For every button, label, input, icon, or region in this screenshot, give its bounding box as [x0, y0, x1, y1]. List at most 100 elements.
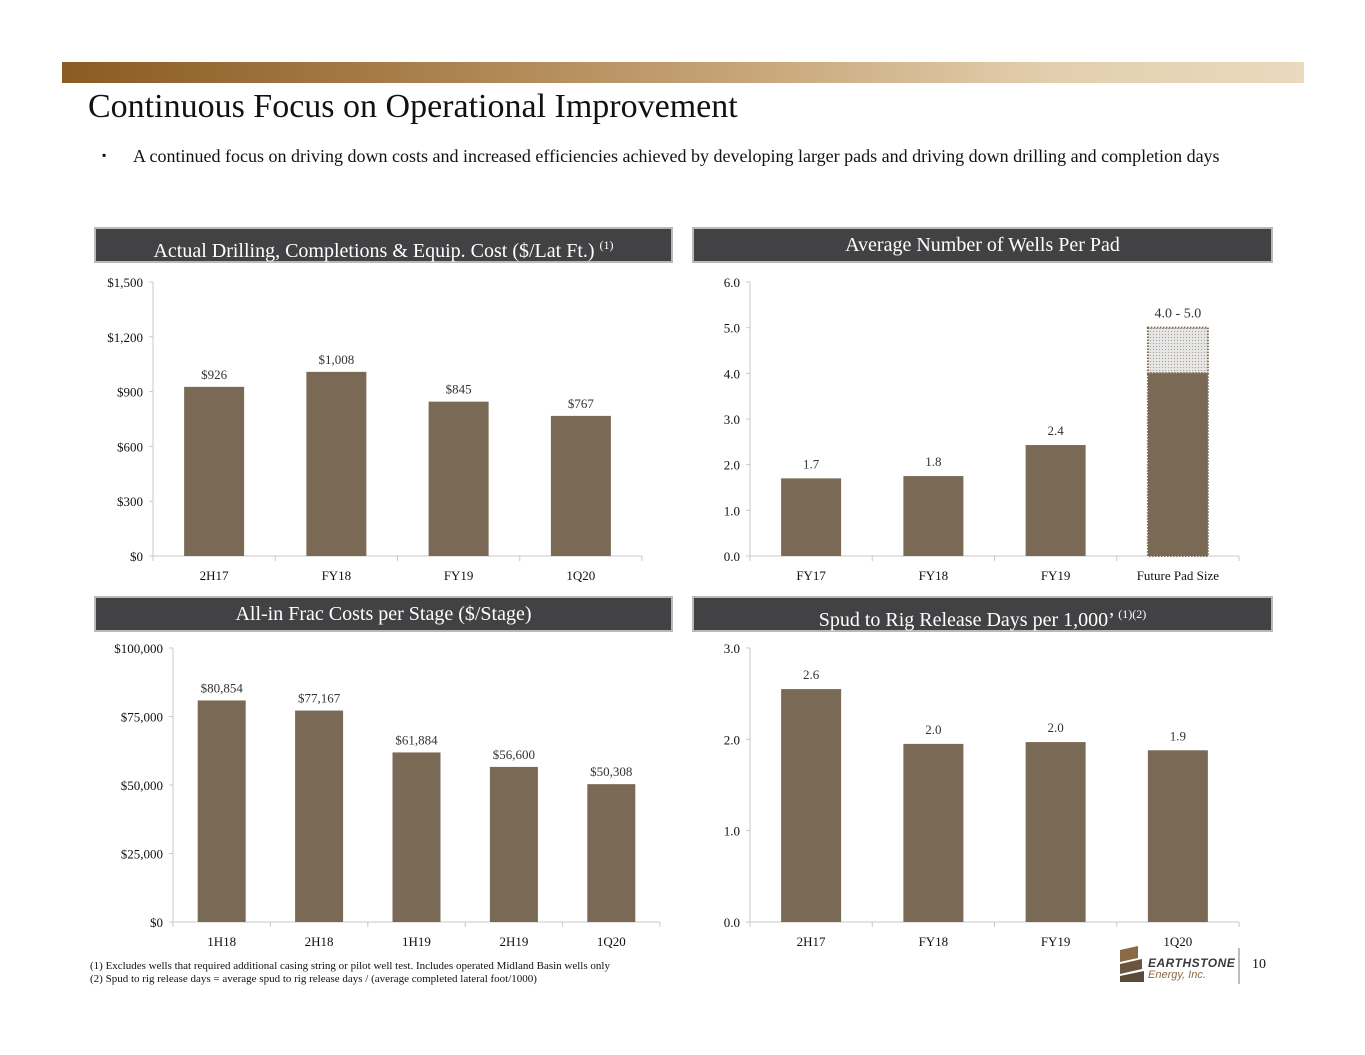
x-tick-label: 2H17 [797, 934, 826, 949]
data-label: 1.8 [925, 454, 941, 469]
x-tick-label: FY18 [322, 568, 352, 583]
top-gradient-band [62, 62, 1304, 83]
x-tick-label: FY18 [919, 568, 949, 583]
y-tick-label: 1.0 [724, 824, 740, 839]
data-label: 2.4 [1048, 423, 1065, 438]
bar [392, 752, 441, 922]
data-label: $77,167 [298, 691, 341, 706]
y-tick-label: 1.0 [724, 503, 740, 518]
data-label: 1.7 [803, 456, 820, 471]
footnotes: (1) Excludes wells that required additio… [90, 960, 610, 986]
bar [428, 401, 489, 556]
chart-spud-days: 0.0 1.0 2.0 3.0 2.6 2H17 2.0 FY18 2.0 FY19 1.9 1Q20 [724, 641, 1240, 949]
bullet-mark: ▪ [102, 148, 107, 162]
y-tick-label: $1,200 [107, 330, 143, 345]
chart4-title: Spud to Rig Release Days per 1,000’ [818, 609, 1114, 631]
bar [489, 766, 538, 922]
y-tick-label: $1,500 [107, 275, 143, 290]
chart1-title-sup: (1) [599, 238, 614, 252]
chart1-title: Actual Drilling, Completions & Equip. Co… [153, 240, 595, 262]
x-tick-label: FY18 [919, 934, 949, 949]
footnote-1: (1) Excludes wells that required additio… [90, 960, 610, 972]
bar [903, 476, 964, 556]
company-logo: EARTHSTONE Energy, Inc. [1114, 942, 1244, 986]
bullet-text: A continued focus on driving down costs … [133, 146, 1220, 166]
y-tick-label: $25,000 [121, 847, 163, 862]
y-tick-label: $0 [150, 915, 163, 930]
bar [550, 415, 611, 556]
bar [1146, 372, 1209, 558]
chart1-header: Actual Drilling, Completions & Equip. Co… [94, 227, 673, 263]
chart-drilling-cost: $0 $300 $600 $900 $1,200 $1,500 $926 2H17 $1,008… [107, 275, 643, 583]
y-tick-label: $600 [117, 439, 143, 454]
x-tick-label: 1Q20 [597, 934, 626, 949]
bar [306, 371, 367, 556]
data-label: $1,008 [319, 352, 355, 367]
y-tick-label: $100,000 [114, 641, 163, 656]
slide-title: Continuous Focus on Operational Improvem… [88, 88, 738, 125]
chart3-header: All-in Frac Costs per Stage ($/Stage) [94, 596, 673, 632]
x-tick-label: 2H19 [499, 934, 528, 949]
y-tick-label: 2.0 [724, 458, 740, 473]
bar [781, 478, 842, 556]
x-tick-label: Future Pad Size [1137, 568, 1220, 583]
page-number: 10 [1252, 957, 1266, 972]
data-label: 2.0 [925, 722, 941, 737]
data-label: 2.0 [1048, 720, 1064, 735]
y-tick-label: 3.0 [724, 641, 740, 656]
y-tick-label: 3.0 [724, 412, 740, 427]
logo-divider [1238, 948, 1240, 984]
data-label: $61,884 [395, 732, 438, 747]
data-label: $80,854 [201, 680, 244, 695]
y-tick-label: 0.0 [724, 549, 740, 564]
y-tick-label: $0 [130, 549, 143, 564]
logo-subtitle: Energy, Inc. [1148, 969, 1206, 981]
y-tick-label: $50,000 [121, 778, 163, 793]
footnote-2: (2) Spud to rig release days = average s… [90, 973, 537, 985]
x-tick-label: 1Q20 [1163, 934, 1192, 949]
y-tick-label: 6.0 [724, 275, 740, 290]
bar [1025, 742, 1086, 922]
range-bar [1146, 326, 1209, 375]
x-tick-label: 1Q20 [566, 568, 595, 583]
x-tick-label: 1H19 [402, 934, 431, 949]
y-tick-label: $75,000 [121, 710, 163, 725]
earthstone-logo-icon [1120, 946, 1144, 982]
y-tick-label: 2.0 [724, 732, 740, 747]
bar [903, 743, 964, 922]
x-tick-label: 2H18 [305, 934, 334, 949]
x-tick-label: FY19 [1041, 934, 1071, 949]
bar [184, 386, 245, 556]
data-label: $50,308 [590, 764, 632, 779]
chart2-header: Average Number of Wells Per Pad [692, 227, 1273, 263]
x-tick-label: 1H18 [207, 934, 236, 949]
x-tick-label: FY19 [444, 568, 474, 583]
chart4-header: Spud to Rig Release Days per 1,000’ (1)(… [692, 596, 1273, 632]
data-label: $926 [201, 367, 228, 382]
bar [295, 710, 344, 922]
y-tick-label: $300 [117, 494, 143, 509]
bar [197, 700, 246, 922]
bar [1025, 445, 1086, 556]
chart2-title: Average Number of Wells Per Pad [845, 234, 1120, 256]
y-tick-label: 4.0 [724, 366, 740, 381]
logo-name: EARTHSTONE [1148, 956, 1236, 970]
y-tick-label: 5.0 [724, 321, 740, 336]
chart-wells-per-pad: 0.0 1.0 2.0 3.0 4.0 5.0 6.0 1.7 FY17 1.8 FY18 2.4 FY… [724, 275, 1240, 583]
data-label: $56,600 [493, 747, 535, 762]
chart3-title: All-in Frac Costs per Stage ($/Stage) [235, 603, 532, 625]
x-tick-label: 2H17 [200, 568, 229, 583]
data-label: 4.0 - 5.0 [1155, 307, 1202, 322]
y-tick-label: $900 [117, 385, 143, 400]
slide-background [62, 62, 1304, 1008]
x-tick-label: FY19 [1041, 568, 1071, 583]
bar [781, 689, 842, 922]
data-label: 2.6 [803, 667, 820, 682]
data-label: 1.9 [1170, 728, 1186, 743]
data-label: $845 [446, 382, 472, 397]
x-tick-label: FY17 [796, 568, 826, 583]
chart4-title-sup: (1)(2) [1118, 607, 1147, 621]
bar [587, 784, 636, 922]
bar [1147, 750, 1208, 922]
y-tick-label: 0.0 [724, 915, 740, 930]
